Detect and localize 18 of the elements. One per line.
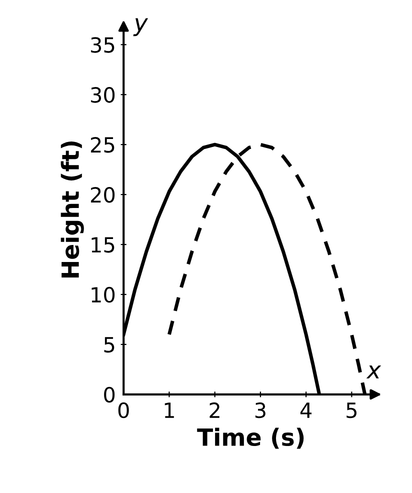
annotation: y <box>133 18 148 36</box>
x-tick-label: 3 <box>255 402 266 418</box>
y-tick-label: 30 <box>91 87 115 103</box>
x-tick-label: 2 <box>210 402 220 418</box>
y-tick-label: 20 <box>90 186 115 203</box>
y-tick-label: 10 <box>92 286 115 303</box>
y-axis-title: Height (ft) <box>60 141 84 278</box>
y-tick-label: 5 <box>104 337 114 353</box>
x-tick-label: 5 <box>346 402 356 418</box>
y-tick-label: 25 <box>90 137 114 153</box>
x-tick-label: 0 <box>118 402 129 418</box>
y-tick-label: 35 <box>91 37 114 53</box>
x-tick-label: 4 <box>300 402 312 418</box>
x-tick-label: 1 <box>164 402 174 418</box>
y-tick-label: 15 <box>92 237 114 253</box>
x-axis-title: Time (s) <box>197 428 304 449</box>
y-tick-label: 0 <box>104 386 115 403</box>
annotation: x <box>366 365 382 378</box>
